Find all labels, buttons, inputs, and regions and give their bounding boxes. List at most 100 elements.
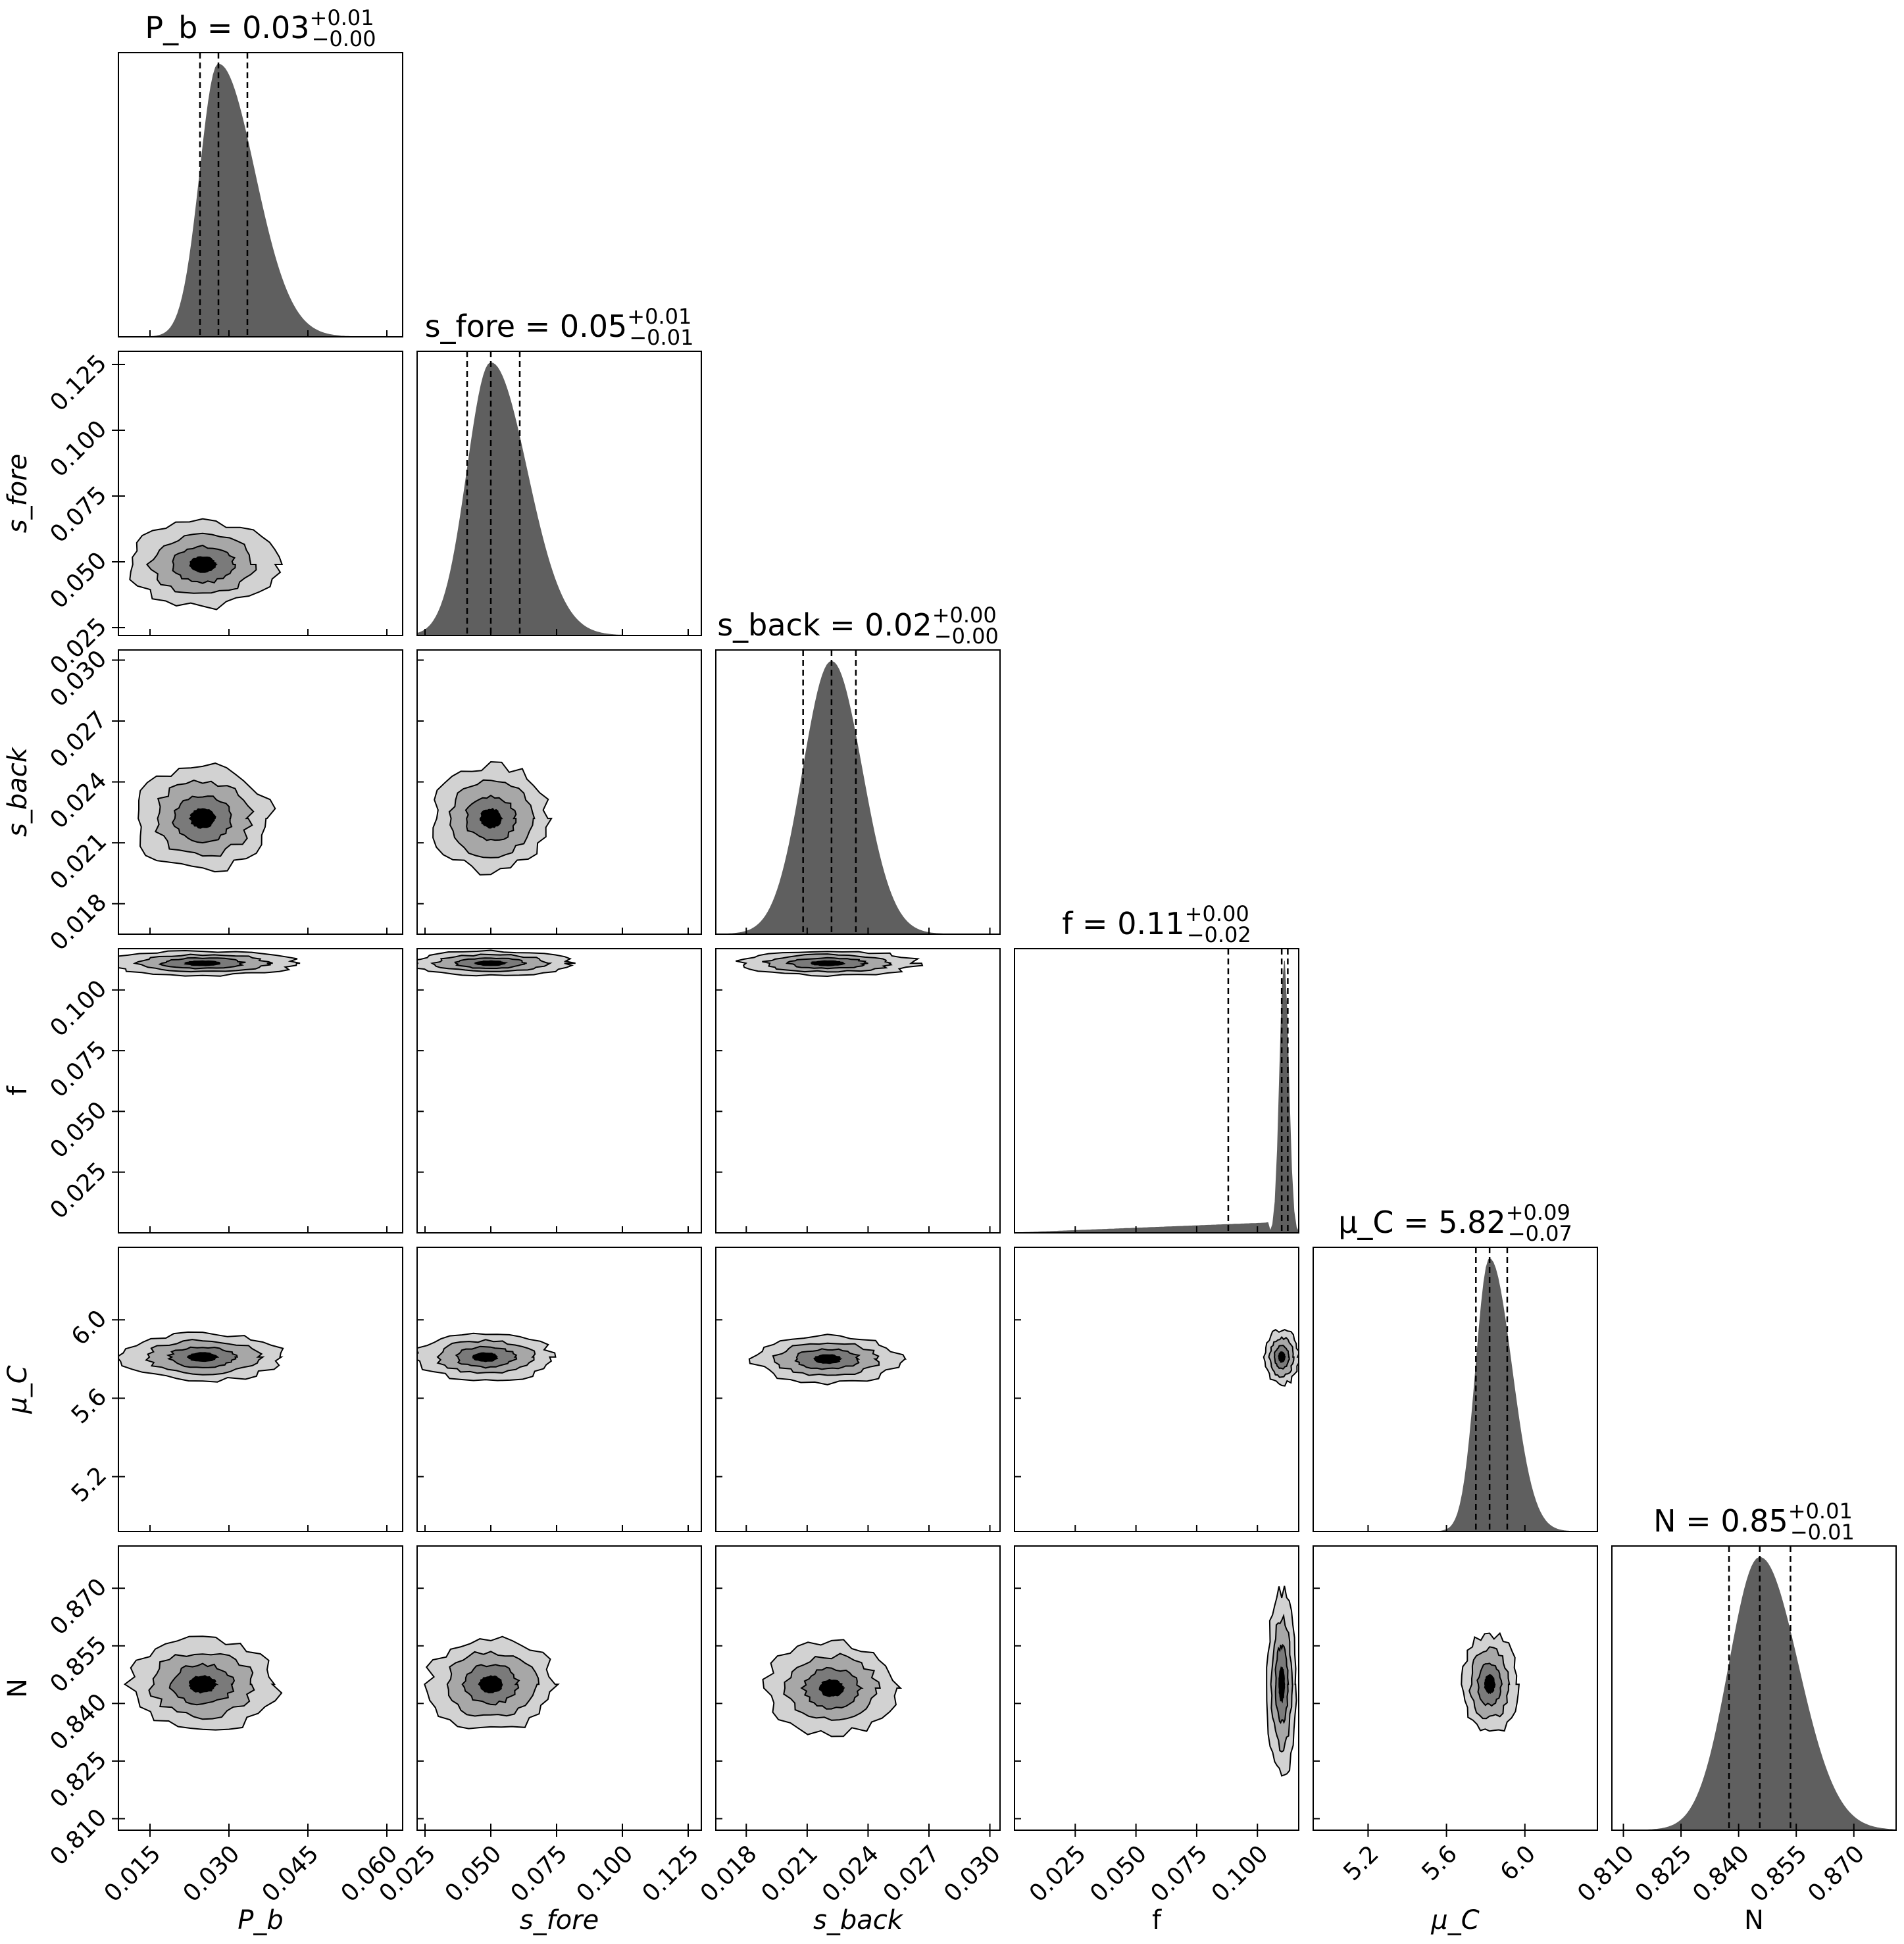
hist-panel-muC: μ_C = 5.82+0.09 −0.07 (1313, 1200, 1598, 1532)
contour-core (1484, 1674, 1496, 1695)
y-tick-label-f: 0.100 (45, 975, 112, 1042)
x-axis-label-N: N (1744, 1905, 1764, 1935)
contour-panel-f-N (1014, 1545, 1299, 1831)
contour-panel-Pb-N (118, 1545, 403, 1831)
contour-panel-sback-N (715, 1545, 1001, 1831)
y-tick-label-f: 0.050 (45, 1097, 112, 1164)
contour-panel-Pb-sback (118, 649, 403, 935)
x-tick-label-Pb: 0.015 (99, 1840, 166, 1907)
hist-fill-N (1612, 1557, 1897, 1831)
x-tick-label-N: 0.840 (1688, 1840, 1755, 1907)
x-tick-label-f: 0.075 (1146, 1840, 1213, 1907)
x-tick-label-sback: 0.030 (939, 1840, 1006, 1907)
x-tick-label-f: 0.025 (1024, 1840, 1091, 1907)
hist-fill-muC (1313, 1259, 1597, 1532)
title-sup: +0.01 (1788, 1499, 1853, 1524)
title-sub: −0.02 (1187, 922, 1251, 947)
panel-frame (416, 351, 702, 636)
panel-frame (118, 1545, 403, 1831)
contour-core (183, 960, 221, 966)
panel-title-N: N = 0.85+0.01 −0.01 (1653, 1499, 1855, 1545)
contour-panel-muC-N (1313, 1545, 1598, 1831)
panel-frame (1313, 1247, 1598, 1532)
panel-frame (416, 1545, 702, 1831)
x-tick-label-muC: 6.0 (1495, 1840, 1541, 1885)
x-tick-label-f: 0.050 (1085, 1840, 1152, 1907)
hist-fill-Pb (118, 63, 403, 337)
y-tick-label-sback: 0.018 (45, 889, 112, 956)
contour-core (1278, 1351, 1286, 1363)
contour-core (188, 1675, 219, 1694)
contour-core (813, 1354, 843, 1364)
contour-core (479, 807, 503, 829)
panel-frame (118, 351, 403, 636)
contour-core (189, 556, 218, 573)
x-tick-label-sfore: 0.125 (638, 1840, 705, 1907)
contour-panel-sback-f (715, 948, 1001, 1234)
contour-core (186, 1352, 220, 1362)
x-tick-label-muC: 5.6 (1417, 1840, 1463, 1885)
title-sub: −0.00 (934, 624, 999, 649)
panel-title-sfore: s_fore = 0.05+0.01 −0.01 (425, 304, 694, 350)
y-tick-label-sback: 0.021 (45, 828, 112, 895)
hist-panel-sback: s_back = 0.02+0.00 −0.00 (715, 603, 1001, 935)
panel-frame (1014, 1247, 1299, 1532)
y-tick-label-N: 0.855 (45, 1631, 112, 1698)
title-sup: +0.01 (310, 5, 374, 30)
y-axis-label-muC: μ_C (3, 1365, 33, 1414)
contour-panel-f-muC (1014, 1247, 1299, 1532)
y-tick-label-sback: 0.027 (45, 706, 112, 773)
contour-core (811, 960, 846, 966)
y-tick-label-muC: 6.0 (66, 1305, 112, 1351)
x-tick-label-Pb: 0.030 (178, 1840, 245, 1907)
title-sup: +0.00 (932, 603, 997, 628)
x-tick-label-N: 0.810 (1572, 1840, 1640, 1907)
panel-frame (715, 649, 1001, 935)
x-tick-label-N: 0.855 (1745, 1840, 1813, 1907)
title-sup: +0.09 (1506, 1200, 1570, 1225)
y-axis-label-f: f (3, 1085, 33, 1095)
panel-frame (1014, 948, 1299, 1234)
hist-panel-Pb: P_b = 0.03+0.01 −0.00 (118, 5, 403, 337)
hist-fill-sback (715, 660, 1000, 935)
x-axis-label-Pb: P_b (238, 1905, 284, 1935)
y-axis-label-sfore: s_fore (3, 454, 33, 533)
contour-core (478, 1675, 503, 1694)
hist-fill-f (1014, 960, 1299, 1234)
contour-panel-sfore-N (416, 1545, 702, 1831)
contour-panel-Pb-sfore (118, 351, 403, 636)
title-sup: +0.01 (627, 304, 691, 329)
panel-frame (118, 1247, 403, 1532)
x-tick-label-sback: 0.027 (878, 1840, 945, 1907)
y-tick-label-N: 0.870 (45, 1574, 112, 1641)
y-tick-label-N: 0.810 (45, 1804, 112, 1871)
panel-frame (715, 1247, 1001, 1532)
panel-frame (416, 948, 702, 1234)
hist-panel-f: f = 0.11+0.00 −0.02 (1014, 901, 1299, 1234)
x-tick-label-sback: 0.018 (695, 1840, 763, 1907)
y-tick-label-sfore: 0.050 (45, 547, 112, 614)
x-tick-label-sback: 0.024 (817, 1840, 884, 1907)
x-tick-label-N: 0.870 (1803, 1840, 1870, 1907)
panel-frame (1611, 1545, 1897, 1831)
x-tick-label-muC: 5.2 (1338, 1840, 1384, 1885)
panel-frame (118, 649, 403, 935)
hist-panel-sfore: s_fore = 0.05+0.01 −0.01 (416, 304, 702, 636)
x-tick-label-sfore: 0.050 (440, 1840, 507, 1907)
y-axis-label-N: N (3, 1678, 33, 1698)
contour-panel-Pb-muC (118, 1247, 403, 1532)
hist-panel-N: N = 0.85+0.01 −0.01 (1611, 1499, 1897, 1831)
x-axis-label-f: f (1152, 1905, 1162, 1935)
x-tick-label-f: 0.100 (1207, 1840, 1274, 1907)
panel-title-sback: s_back = 0.02+0.00 −0.00 (717, 603, 999, 649)
y-tick-label-muC: 5.2 (66, 1462, 112, 1507)
contour-core (472, 1352, 499, 1362)
y-axis-label-sback: s_back (3, 746, 33, 837)
panel-title-f: f = 0.11+0.00 −0.02 (1062, 901, 1251, 947)
x-axis-label-sback: s_back (813, 1905, 904, 1935)
title-sup: +0.00 (1185, 901, 1249, 926)
y-tick-label-muC: 5.6 (66, 1383, 112, 1429)
panel-frame (416, 1247, 702, 1532)
contour-panel-sback-muC (715, 1247, 1001, 1532)
